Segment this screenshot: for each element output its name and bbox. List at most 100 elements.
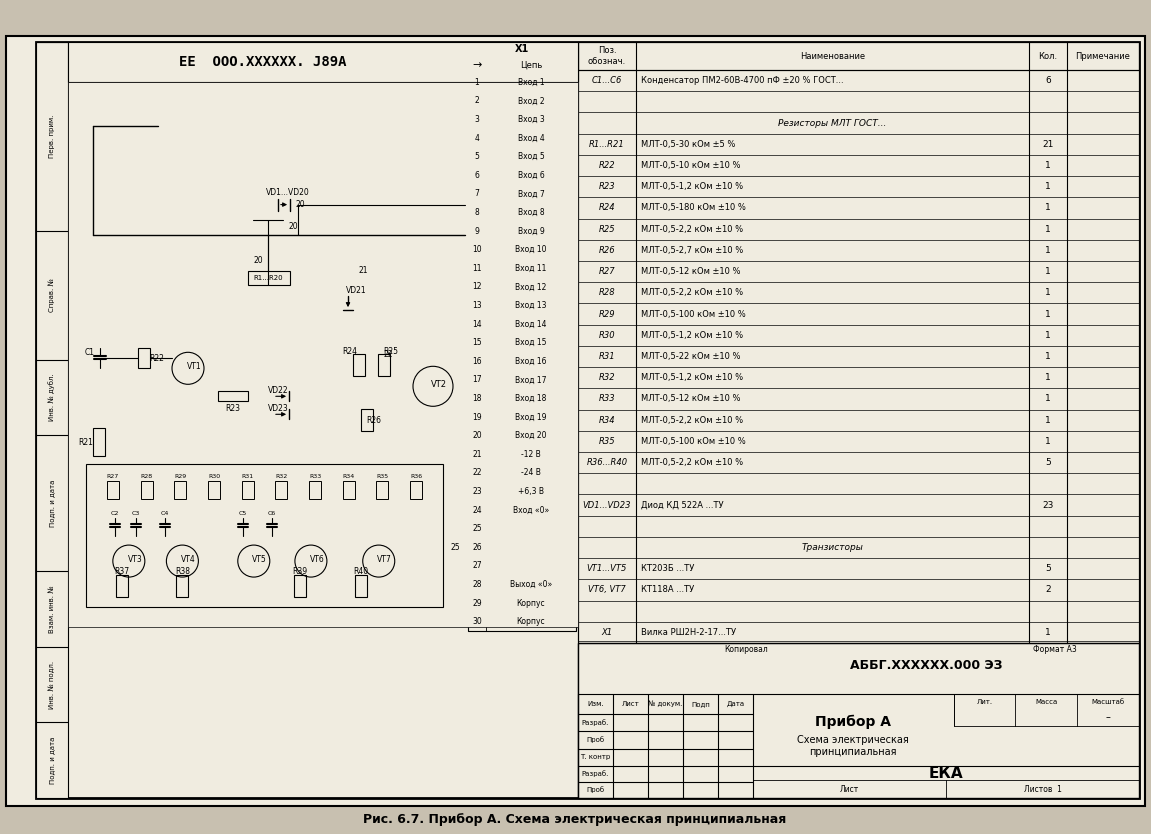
Text: Цепь: Цепь — [520, 61, 542, 69]
Text: Масса: Масса — [1035, 699, 1058, 705]
Text: МЛТ-0,5-10 кОм ±10 %: МЛТ-0,5-10 кОм ±10 % — [641, 161, 740, 170]
Text: C2: C2 — [110, 510, 119, 515]
Text: R35: R35 — [376, 474, 389, 479]
Text: VD22: VD22 — [268, 386, 288, 394]
Text: VD23: VD23 — [268, 404, 289, 413]
Text: Корпус: Корпус — [517, 599, 546, 608]
Text: МЛТ-0,5-100 кОм ±10 %: МЛТ-0,5-100 кОм ±10 % — [641, 437, 746, 446]
Text: 1: 1 — [1045, 374, 1051, 382]
Bar — [753, 694, 1139, 798]
Text: Дата: Дата — [726, 701, 745, 707]
Text: R25: R25 — [383, 347, 398, 356]
Text: Вход 8: Вход 8 — [518, 208, 544, 217]
Text: 1: 1 — [1045, 182, 1051, 191]
Text: МЛТ-0,5-2,2 кОм ±10 %: МЛТ-0,5-2,2 кОм ±10 % — [641, 289, 744, 298]
Bar — [410, 480, 422, 499]
Text: Инв. № дубл.: Инв. № дубл. — [48, 374, 55, 421]
Bar — [468, 57, 576, 73]
Text: Диод КД 522А ...ТУ: Диод КД 522А ...ТУ — [641, 500, 724, 510]
Text: 10: 10 — [472, 245, 482, 254]
Text: Вход 1: Вход 1 — [518, 78, 544, 87]
Text: 12: 12 — [472, 283, 482, 291]
Text: 20: 20 — [295, 200, 305, 209]
Text: R31: R31 — [242, 474, 253, 479]
Text: +6,3 В: +6,3 В — [518, 487, 544, 496]
Text: 1: 1 — [1045, 415, 1051, 425]
Text: 1: 1 — [1045, 437, 1051, 446]
Text: VT3: VT3 — [128, 555, 143, 564]
Text: 1: 1 — [1045, 352, 1051, 361]
Text: Вход 3: Вход 3 — [518, 115, 544, 124]
Text: R22: R22 — [148, 354, 163, 363]
Bar — [954, 694, 1139, 726]
Bar — [310, 480, 321, 499]
Text: МЛТ-0,5-2,2 кОм ±10 %: МЛТ-0,5-2,2 кОм ±10 % — [641, 458, 744, 467]
Text: 16: 16 — [472, 357, 482, 366]
Text: Вход «0»: Вход «0» — [513, 505, 549, 515]
Text: →: → — [472, 60, 481, 70]
Text: X1: X1 — [602, 628, 612, 637]
Text: Прибор А: Прибор А — [815, 714, 891, 729]
Text: 25: 25 — [472, 525, 482, 533]
Text: МЛТ-0,5-100 кОм ±10 %: МЛТ-0,5-100 кОм ±10 % — [641, 309, 746, 319]
Text: 1: 1 — [1045, 224, 1051, 234]
Bar — [275, 480, 288, 499]
Text: R29: R29 — [174, 474, 186, 479]
Text: Резисторы МЛТ ГОСТ...: Резисторы МЛТ ГОСТ... — [778, 118, 886, 128]
Text: Листов  1: Листов 1 — [1023, 785, 1061, 794]
Text: R26: R26 — [599, 246, 616, 255]
Text: 20: 20 — [472, 431, 482, 440]
Text: Примечание: Примечание — [1075, 52, 1130, 61]
Text: Вход 6: Вход 6 — [518, 171, 544, 180]
Text: 14: 14 — [472, 319, 482, 329]
Bar — [176, 575, 189, 597]
Text: R30: R30 — [599, 331, 616, 339]
Text: 29: 29 — [472, 599, 482, 608]
Text: 9: 9 — [474, 227, 480, 235]
Bar — [208, 480, 220, 499]
Bar — [361, 409, 373, 431]
Text: 20: 20 — [288, 222, 298, 231]
Text: 8: 8 — [474, 208, 479, 217]
Text: 1: 1 — [1045, 309, 1051, 319]
Text: VD1...VD23: VD1...VD23 — [582, 500, 631, 510]
Text: Лист: Лист — [622, 701, 639, 707]
Text: R40: R40 — [353, 566, 368, 575]
Bar — [578, 42, 1139, 798]
Text: Лист: Лист — [840, 785, 859, 794]
Text: VT6, VT7: VT6, VT7 — [588, 585, 626, 595]
Bar — [93, 429, 105, 456]
Text: 21: 21 — [358, 265, 368, 274]
Text: R26: R26 — [366, 416, 381, 425]
Text: Разраб.: Разраб. — [581, 720, 609, 726]
Bar — [218, 391, 247, 401]
Text: VT2: VT2 — [430, 379, 447, 389]
Text: 2: 2 — [474, 97, 479, 105]
Text: 22: 22 — [383, 350, 392, 359]
Text: –: – — [1106, 711, 1111, 721]
Text: R35: R35 — [599, 437, 616, 446]
Text: МЛТ-0,5-180 кОм ±10 %: МЛТ-0,5-180 кОм ±10 % — [641, 203, 746, 213]
Text: КТ118А ...ТУ: КТ118А ...ТУ — [641, 585, 694, 595]
Text: Справ. №: Справ. № — [48, 279, 55, 312]
Text: R24: R24 — [599, 203, 616, 213]
Bar — [36, 42, 68, 798]
Text: Вход 18: Вход 18 — [516, 394, 547, 403]
Text: Транзисторы: Транзисторы — [801, 543, 863, 552]
Bar — [107, 480, 119, 499]
Text: Взам. инв. №: Взам. инв. № — [49, 585, 55, 633]
Text: МЛТ-0,5-2,7 кОм ±10 %: МЛТ-0,5-2,7 кОм ±10 % — [641, 246, 744, 255]
Text: 15: 15 — [472, 339, 482, 347]
Text: 7: 7 — [474, 189, 480, 198]
Text: 21: 21 — [1043, 140, 1053, 148]
Text: МЛТ-0,5-2,2 кОм ±10 %: МЛТ-0,5-2,2 кОм ±10 % — [641, 415, 744, 425]
Text: АББГ.XXXXXX.000 ЭЗ: АББГ.XXXXXX.000 ЭЗ — [849, 660, 1003, 672]
Text: 18: 18 — [472, 394, 482, 403]
Text: Проб: Проб — [587, 786, 604, 793]
Text: -12 В: -12 В — [521, 450, 541, 459]
Text: Проб: Проб — [587, 736, 604, 743]
Text: Наименование: Наименование — [800, 52, 866, 61]
Bar — [247, 270, 290, 284]
Bar — [140, 480, 153, 499]
Text: Кол.: Кол. — [1038, 52, 1058, 61]
